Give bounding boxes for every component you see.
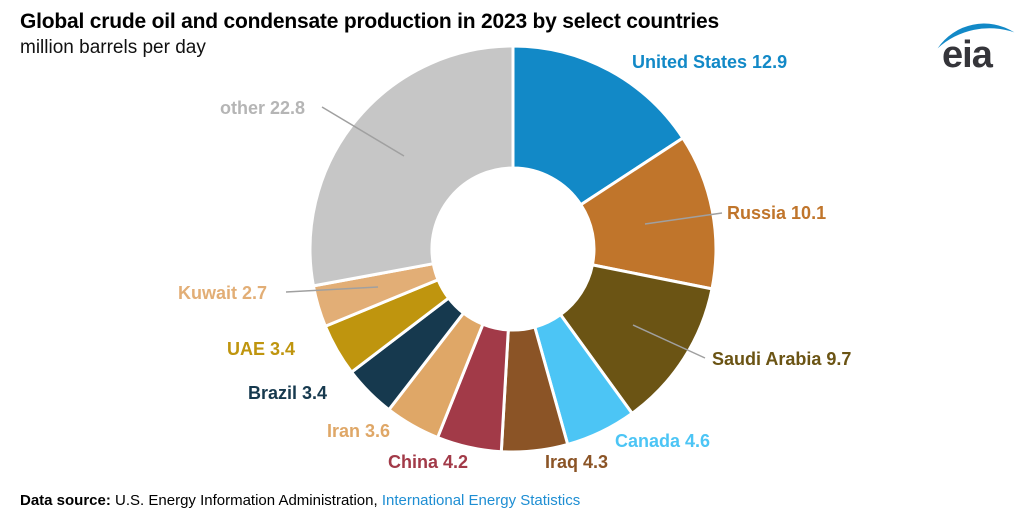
- leader-line: [644, 212, 723, 225]
- slice-label-value: 4.2: [443, 452, 469, 472]
- slice-label-iraq: Iraq 4.3: [545, 452, 608, 472]
- chart-header: Global crude oil and condensate producti…: [20, 10, 719, 59]
- slice-label-name: Kuwait: [178, 283, 238, 303]
- slice-label-name: other: [220, 98, 265, 118]
- slice-label-brazil: Brazil 3.4: [248, 383, 327, 403]
- slice-label-name: United States: [632, 52, 748, 72]
- leader-line: [632, 324, 706, 359]
- slice-label-value: 22.8: [270, 98, 306, 118]
- slice-label-name: Iran: [327, 421, 361, 441]
- chart-title: Global crude oil and condensate producti…: [20, 10, 719, 33]
- slice-label-name: Russia: [727, 203, 787, 223]
- slice-label-value: 10.1: [791, 203, 827, 223]
- slice-label-value: 12.9: [752, 52, 788, 72]
- chart-subtitle: million barrels per day: [20, 37, 206, 58]
- slice-label-canada: Canada 4.6: [615, 431, 710, 451]
- slice-label-value: 4.6: [685, 431, 711, 451]
- slice-label-name: China: [388, 452, 439, 472]
- slice-label-iran: Iran 3.6: [327, 421, 390, 441]
- slice-label-russia: Russia 10.1: [727, 203, 826, 223]
- slice-label-value: 3.4: [270, 339, 296, 359]
- slice-label-name: UAE: [227, 339, 266, 359]
- slice-label-other: other 22.8: [220, 98, 305, 118]
- eia-swoosh-icon: [937, 23, 1015, 49]
- eia-logo-text: eia: [942, 34, 993, 76]
- slice-label-name: Iraq: [545, 452, 579, 472]
- pie-slice-other: [308, 44, 515, 288]
- slice-label-uae: UAE 3.4: [227, 339, 295, 359]
- slice-label-value: 2.7: [242, 283, 268, 303]
- slice-label-name: Canada: [615, 431, 681, 451]
- leader-line: [285, 286, 379, 293]
- slice-label-kuwait: Kuwait 2.7: [178, 283, 267, 303]
- slice-label-value: 9.7: [826, 349, 852, 369]
- slice-label-value: 3.6: [365, 421, 391, 441]
- data-source-prefix: Data source:: [20, 492, 111, 509]
- eia-logo: eia: [936, 22, 1016, 80]
- slice-label-saudi-arabia: Saudi Arabia 9.7: [712, 349, 851, 369]
- data-source-text: U.S. Energy Information Administration,: [110, 492, 382, 509]
- slice-label-value: 4.3: [583, 452, 609, 472]
- data-source: Data source: U.S. Energy Information Adm…: [20, 492, 580, 509]
- data-source-link[interactable]: International Energy Statistics: [381, 492, 581, 509]
- slice-label-name: Saudi Arabia: [712, 349, 822, 369]
- pie-slice-russia: [579, 136, 718, 291]
- leader-line: [321, 106, 405, 157]
- slice-label-name: Brazil: [248, 383, 298, 403]
- slice-label-united-states: United States 12.9: [632, 52, 787, 72]
- slice-label-china: China 4.2: [388, 452, 468, 472]
- slice-label-value: 3.4: [302, 383, 328, 403]
